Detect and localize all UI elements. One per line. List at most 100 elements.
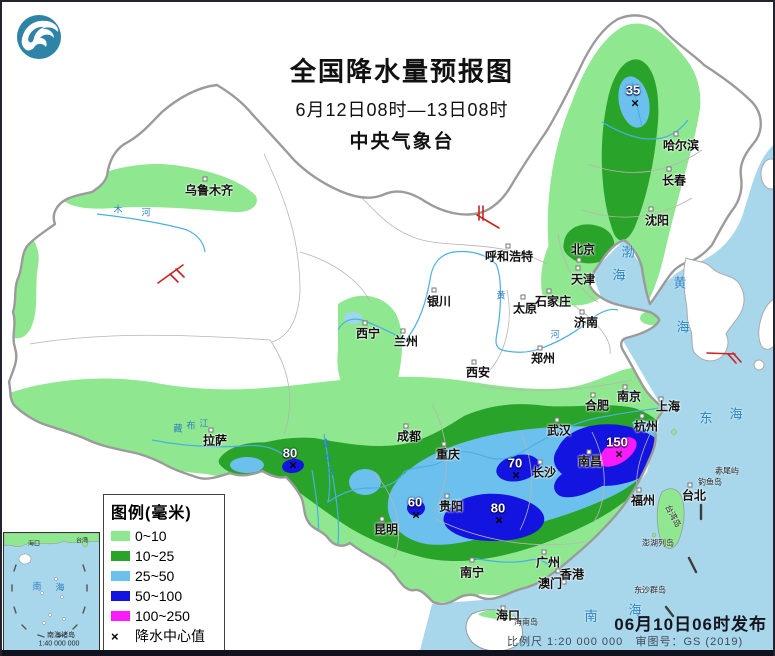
release-datetime: 06月10日06时发布 [614, 615, 767, 634]
river-label-yarlung-1: 藏 [173, 423, 183, 434]
precip-center-marker-icon: × [111, 628, 119, 644]
island-label-penghu: 澎湖列岛 [642, 538, 674, 548]
river-label-jinsha-2: 沙 [323, 452, 333, 463]
chiwei-island [716, 470, 720, 474]
city-label-hefei: 合肥 [584, 398, 610, 413]
map-title: 全国降水量预报图 [289, 56, 515, 87]
city-label-haikou: 海口 [495, 608, 521, 623]
river-label-tarim-2: 河 [141, 207, 151, 218]
inset-islands-label: 南海诸岛 [47, 632, 75, 639]
legend-swatch-dark-green [111, 551, 130, 561]
city-label-hohhot: 呼和浩特 [484, 249, 534, 264]
island-label-dongsha: 东沙群岛 [634, 585, 666, 595]
precip-center-value: 60 [407, 494, 423, 510]
bottom-border-bar [2, 650, 773, 656]
cma-logo-icon [14, 12, 64, 67]
city-label-yinchuan: 银川 [426, 294, 452, 309]
city-label-nanchang: 南昌 [577, 454, 603, 469]
precip-center-value: 80 [282, 445, 298, 461]
river-label-yarlung-2: 布 [186, 420, 196, 431]
inset-label-taiwan: 台湾 [75, 538, 89, 545]
legend-panel: 图例(毫米) 0~10 10~25 25~50 50~100 100~250 ×… [103, 494, 225, 651]
city-label-fuzhou: 福州 [630, 493, 656, 508]
dongsha-island [640, 589, 645, 594]
city-label-shanghai: 上海 [655, 399, 681, 414]
nine-dash-line [664, 503, 703, 618]
river-label-jinsha-3: 江 [326, 466, 336, 477]
precip-center-marker: × [631, 95, 639, 111]
rivers [96, 81, 689, 567]
province-borders [29, 149, 703, 559]
city-label-xian: 西安 [465, 365, 491, 380]
river-label-huanghe-1: 黄 [496, 290, 506, 301]
city-label-beijing: 北京 [570, 242, 596, 257]
city-label-nanjing: 南京 [616, 389, 642, 404]
city-label-changchun: 长春 [661, 173, 687, 188]
river-label-tarim-1: 木 [113, 204, 123, 215]
south-china-sea-inset: 海口 台湾 南 海 南海诸岛 1:40 000 000 [3, 532, 100, 651]
city-label-taiyuan: 太原 [512, 301, 538, 316]
forecast-period: 6月12日08时—13日08时 [295, 100, 509, 120]
sea-label-huanghai-1: 黄 [673, 275, 687, 291]
city-label-guiyang: 贵阳 [438, 499, 464, 514]
river-label-jinsha-1: 金 [321, 438, 331, 449]
island-label-chiwei: 赤尾屿 [715, 466, 739, 476]
inset-dash-line [11, 564, 88, 638]
river-label-yarlung-3: 江 [199, 418, 209, 429]
sea-label-donghai-1: 东 [699, 410, 713, 426]
precip-center-marker: × [412, 507, 420, 523]
city-label-zhengzhou: 郑州 [530, 351, 556, 366]
diaoyu-island [699, 481, 703, 485]
precip-center-value: 150 [606, 434, 628, 450]
legend-item-100-250: 100~250 [111, 606, 218, 626]
sea-label-huanghai-2: 海 [676, 319, 690, 335]
inset-sea-label-1: 南 [32, 581, 42, 592]
precip-center-value: 70 [507, 455, 523, 471]
precip-center-marker: × [615, 446, 623, 462]
city-label-lanzhou: 兰州 [393, 334, 419, 349]
city-label-macau: 澳门 [537, 576, 563, 591]
city-label-tianjin: 天津 [570, 272, 596, 287]
city-label-changsha: 长沙 [531, 465, 557, 480]
precip-center-value: 80 [490, 500, 506, 516]
city-label-shenyang: 沈阳 [644, 213, 670, 228]
legend-title: 图例(毫米) [111, 505, 192, 522]
city-label-urumqi: 乌鲁木齐 [184, 183, 234, 198]
legend-label: 50~100 [135, 588, 183, 604]
inset-islands [40, 577, 66, 625]
legend-swatch-magenta [111, 611, 130, 621]
legend-item-center-marker: × 降水中心值 [111, 626, 218, 646]
island-label-hainan: 海南岛 [514, 617, 538, 627]
city-label-hongkong: 香港 [559, 567, 585, 582]
city-label-taipei: 台北 [681, 488, 707, 503]
city-label-lhasa: 拉萨 [202, 433, 228, 448]
legend-item-10-25: 10~25 [111, 546, 218, 566]
inset-scale-label: 1:40 000 000 [38, 640, 80, 648]
city-label-harbin: 哈尔滨 [662, 138, 700, 153]
city-label-kunming: 昆明 [373, 522, 399, 537]
zhoushan-island [671, 429, 677, 435]
legend-swatch-light-green [111, 531, 130, 541]
precip-center-marker: × [495, 512, 503, 528]
legend-swatch-light-blue [111, 571, 130, 581]
national-border [7, 14, 762, 605]
city-label-nanning: 南宁 [459, 565, 485, 580]
legend-label: 100~250 [135, 608, 190, 624]
city-markers [202, 131, 693, 611]
legend-item-0-10: 0~10 [111, 526, 218, 546]
city-label-chengdu: 成都 [396, 429, 422, 444]
precip-center-value: 35 [625, 82, 641, 98]
sea-label-nanhai-1: 南 [584, 608, 598, 624]
city-label-wuhan: 武汉 [546, 423, 572, 438]
legend-item-50-100: 50~100 [111, 586, 218, 606]
city-label-guangzhou: 广州 [535, 555, 561, 570]
city-label-shijiazhuang: 石家庄 [534, 294, 572, 309]
island-label-diaoyu: 钓鱼岛 [698, 477, 722, 487]
sea-label-nanhai-2: 海 [628, 602, 642, 618]
penghu-island [651, 532, 657, 538]
hainan-green-edge [478, 610, 514, 620]
city-label-xining: 西宁 [355, 326, 381, 341]
japan-island [758, 298, 773, 350]
